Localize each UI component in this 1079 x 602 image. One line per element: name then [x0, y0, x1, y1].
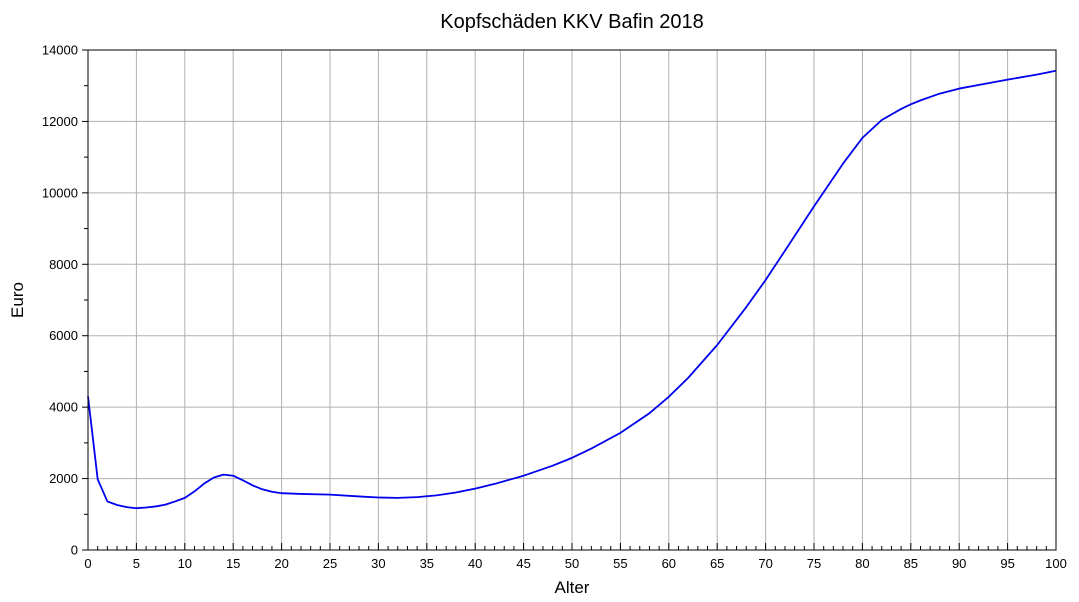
x-tick-label: 85: [904, 556, 918, 571]
x-tick-label: 80: [855, 556, 869, 571]
x-tick-label: 75: [807, 556, 821, 571]
ticks: 0 5 10 15 20 25 30 35 40 45 50 55 60 65 70 75 80 85 90 95 10…: [42, 43, 1067, 572]
x-tick-label: 55: [613, 556, 627, 571]
x-tick-label: 20: [274, 556, 288, 571]
x-tick-label: 5: [133, 556, 140, 571]
y-tick-label: 2000: [49, 471, 78, 486]
chart-title: Kopfschäden KKV Bafin 2018: [440, 11, 704, 33]
x-tick-label: 40: [468, 556, 482, 571]
x-tick-label: 95: [1000, 556, 1014, 571]
x-tick-label: 50: [565, 556, 579, 571]
x-tick-label: 25: [323, 556, 337, 571]
y-tick-label: 4000: [49, 400, 78, 415]
y-tick-label: 8000: [49, 257, 78, 272]
y-tick-label: 12000: [42, 114, 78, 129]
x-tick-label: 90: [952, 556, 966, 571]
x-tick-label: 35: [420, 556, 434, 571]
series-layer: [87, 69, 1057, 510]
x-axis-label: Alter: [555, 578, 590, 597]
x-tick-label: 100: [1045, 556, 1067, 571]
x-tick-label: 30: [371, 556, 385, 571]
x-tick-label: 0: [84, 556, 91, 571]
x-tick-label: 10: [178, 556, 192, 571]
y-tick-label: 0: [71, 543, 78, 558]
y-axis-label: Euro: [8, 282, 27, 318]
x-tick-label: 45: [516, 556, 530, 571]
y-tick-label: 10000: [42, 185, 78, 200]
x-tick-label: 15: [226, 556, 240, 571]
y-tick-label: 6000: [49, 328, 78, 343]
x-tick-label: 70: [758, 556, 772, 571]
x-tick-label: 65: [710, 556, 724, 571]
x-tick-label: 60: [662, 556, 676, 571]
y-tick-label: 14000: [42, 43, 78, 58]
series-line: [87, 69, 1057, 510]
